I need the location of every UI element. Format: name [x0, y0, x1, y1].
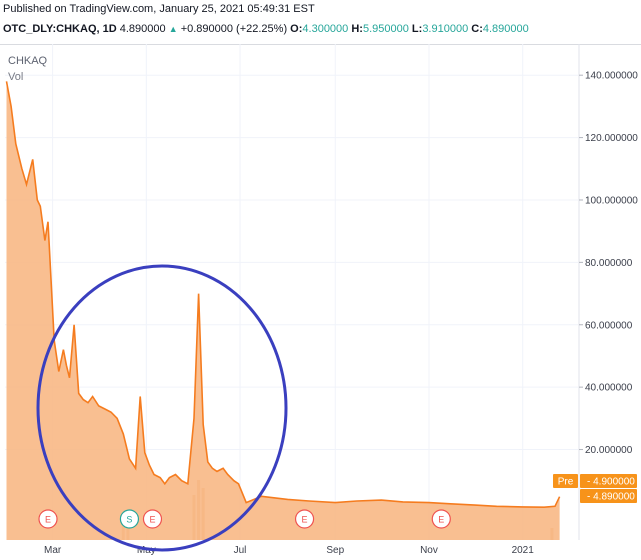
high-key: H:	[351, 23, 363, 35]
symbol-label: OTC_DLY:CHKAQ, 1D	[3, 23, 117, 35]
highlight-circle-annotation	[36, 264, 288, 552]
y-tick-label: 140.000000	[585, 71, 638, 82]
low-value: 3.910000	[422, 23, 469, 35]
price-tag-prefix: Pre	[558, 477, 574, 488]
event-badge-circle	[142, 509, 163, 529]
last-price: 4.890000	[119, 23, 166, 35]
legend-volume: Vol	[8, 71, 24, 83]
high-value: 5.950000	[362, 23, 409, 35]
low-key: L:	[411, 23, 423, 35]
x-tick-label: Nov	[420, 545, 438, 556]
event-badge[interactable]: E	[431, 509, 451, 529]
x-tick-label: Mar	[44, 545, 62, 556]
event-badge-label: E	[149, 515, 155, 525]
event-badge[interactable]: E	[142, 509, 163, 529]
event-badge-label: E	[302, 515, 308, 525]
event-badge-circle	[38, 509, 58, 529]
price-line	[5, 81, 561, 509]
price-tag-value: - 4.900000	[587, 477, 635, 488]
price-tag-value: - 4.890000	[587, 492, 635, 503]
x-tick-label: May	[137, 545, 156, 556]
x-tick-label: Sep	[326, 545, 344, 556]
price-tag-box	[580, 489, 637, 503]
up-arrow-icon: ▲	[168, 24, 178, 34]
x-tick-label: 2021	[512, 545, 535, 556]
event-badge-label: S	[126, 515, 132, 525]
price-tag-prefix-box	[553, 474, 578, 488]
ohlc-line: OTC_DLY:CHKAQ, 1D 4.890000 ▲ +0.890000 (…	[3, 23, 529, 35]
event-badge-label: E	[438, 515, 444, 525]
change-value: +0.890000 (+22.25%)	[180, 23, 288, 35]
event-badge[interactable]: S	[119, 509, 140, 529]
price-tag: Pre - 4.900000	[553, 474, 637, 488]
legend-symbol: CHKAQ	[8, 55, 48, 67]
event-badge-circle	[294, 509, 315, 529]
y-tick-label: 40.000000	[585, 383, 633, 394]
chart-frame[interactable]	[0, 44, 641, 560]
event-badge-label: E	[45, 515, 51, 525]
y-tick-label: 80.000000	[585, 258, 633, 269]
y-tick-label: 120.000000	[585, 133, 638, 144]
y-tick-label: 20.000000	[585, 445, 633, 456]
price-tag: - 4.890000	[580, 489, 637, 503]
event-badge-circle	[119, 509, 140, 529]
price-tag-box	[580, 474, 637, 488]
event-badge-circle	[431, 509, 451, 529]
x-tick-label: Jul	[234, 545, 247, 556]
event-badge[interactable]: E	[294, 509, 315, 529]
open-value: 4.300000	[302, 23, 349, 35]
close-value: 4.890000	[482, 23, 529, 35]
y-tick-label: 60.000000	[585, 320, 633, 331]
y-tick-label: 100.000000	[585, 195, 638, 206]
open-key: O:	[290, 23, 303, 35]
event-badge[interactable]: E	[38, 509, 58, 529]
published-line: Published on TradingView.com, January 25…	[3, 3, 315, 15]
close-key: C:	[471, 23, 483, 35]
price-area	[6, 81, 560, 541]
